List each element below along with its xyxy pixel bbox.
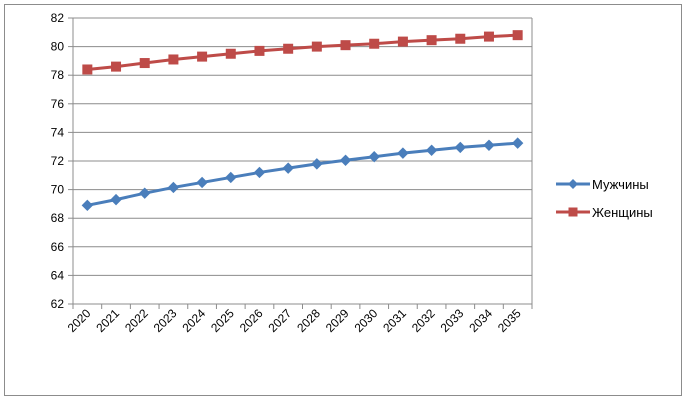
y-tick-label: 62 <box>51 297 65 311</box>
y-tick-label: 66 <box>51 240 65 254</box>
data-point <box>397 36 408 47</box>
data-point <box>225 171 237 184</box>
x-tick-label: 2027 <box>265 306 294 335</box>
series-line <box>87 141 518 207</box>
legend-marker <box>568 179 578 189</box>
data-point <box>454 141 466 154</box>
data-point <box>283 43 294 54</box>
data-point <box>197 51 208 62</box>
data-point <box>110 193 122 206</box>
x-tick-label: 2026 <box>237 306 266 335</box>
legend-label: Женщины <box>592 205 653 220</box>
x-tick-label: 2023 <box>151 306 180 335</box>
data-point <box>311 41 322 52</box>
x-tick-label: 2029 <box>323 306 352 335</box>
y-tick-label: 80 <box>51 40 65 54</box>
data-point <box>369 38 380 49</box>
y-tick-label: 76 <box>51 97 65 111</box>
data-point <box>253 166 266 179</box>
x-tick-label: 2032 <box>409 306 438 335</box>
x-tick-label: 2028 <box>294 306 323 335</box>
data-point <box>511 137 524 149</box>
y-tick-label: 74 <box>51 125 65 139</box>
y-tick-label: 64 <box>51 268 65 282</box>
data-point <box>340 40 351 51</box>
x-tick-label: 2021 <box>93 306 122 335</box>
x-tick-label: 2035 <box>495 306 524 335</box>
legend-label: Мужчины <box>592 177 649 192</box>
x-tick-label: 2022 <box>122 306 151 335</box>
data-point <box>483 31 494 42</box>
data-point <box>512 30 523 41</box>
data-point <box>139 187 151 199</box>
y-tick-label: 68 <box>51 211 65 225</box>
series-line <box>87 33 518 71</box>
x-tick-label: 2033 <box>438 306 467 335</box>
legend-marker <box>568 207 578 217</box>
x-tick-label: 2030 <box>352 306 381 335</box>
data-point <box>397 147 409 159</box>
data-point <box>425 144 438 156</box>
data-point <box>225 48 236 59</box>
data-point <box>426 35 437 46</box>
y-tick-label: 70 <box>51 183 65 197</box>
data-point <box>339 154 352 166</box>
data-point <box>82 64 93 75</box>
data-point <box>455 33 466 44</box>
data-point <box>196 176 208 189</box>
data-point <box>282 162 294 174</box>
data-point <box>167 181 180 194</box>
data-point <box>483 139 495 151</box>
x-tick-label: 2025 <box>208 306 237 335</box>
y-tick-label: 72 <box>51 154 65 168</box>
data-point <box>111 61 122 72</box>
x-tick-label: 2020 <box>65 306 94 335</box>
x-tick-label: 2024 <box>179 306 208 335</box>
y-tick-label: 82 <box>51 11 65 25</box>
data-point <box>168 54 179 65</box>
y-tick-label: 78 <box>51 68 65 82</box>
x-tick-label: 2034 <box>466 306 495 335</box>
data-point <box>368 151 380 163</box>
x-tick-label: 2031 <box>380 306 409 335</box>
data-point <box>81 199 94 212</box>
data-point <box>139 58 150 69</box>
data-point <box>254 45 265 56</box>
data-point <box>311 158 323 170</box>
